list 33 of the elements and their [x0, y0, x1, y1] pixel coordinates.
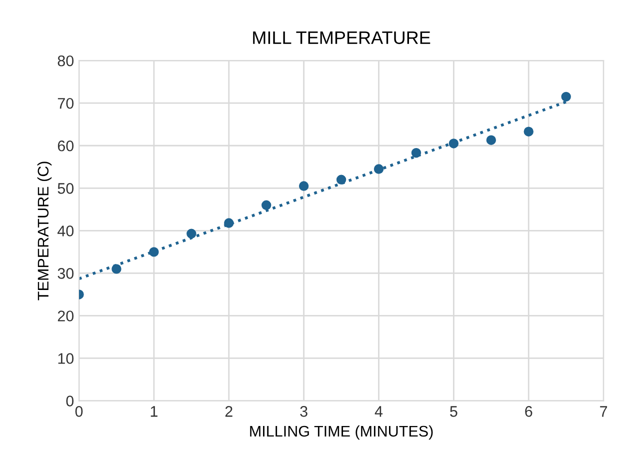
point: [486, 135, 496, 145]
point: [561, 92, 571, 102]
x-tick-label: 1: [150, 406, 158, 417]
y-tick-label: 20: [58, 310, 74, 322]
x-tick-label: 3: [300, 406, 308, 417]
x-tick-label: 6: [525, 406, 532, 417]
point: [298, 181, 309, 191]
point: [224, 218, 234, 228]
y-tick-label: 10: [58, 353, 74, 364]
y-tick-label: 60: [58, 140, 74, 152]
y-tick-label: 50: [58, 183, 74, 194]
point: [374, 164, 384, 174]
x-tick-label: 5: [450, 406, 458, 417]
point: [411, 148, 422, 158]
x-axis-title: MILLING TIME (MINUTES): [250, 425, 433, 440]
y-tick-label: 40: [58, 226, 74, 236]
point: [524, 126, 534, 136]
point: [186, 228, 196, 239]
y-tick-label: 80: [58, 55, 74, 66]
y-axis-title: TEMPERATURE (C): [37, 162, 52, 300]
point: [261, 200, 272, 210]
point: [112, 264, 122, 274]
y-tick-label: 0: [66, 396, 74, 406]
x-tick-label: 7: [600, 406, 608, 417]
point: [336, 174, 346, 185]
x-tick-label: 0: [75, 406, 83, 417]
y-tick-label: 30: [58, 268, 74, 279]
point: [149, 247, 159, 257]
chart-title: MILL TEMPERATURE: [253, 31, 430, 44]
point: [448, 138, 459, 148]
x-tick-label: 4: [374, 406, 383, 417]
x-tick-label: 2: [225, 406, 232, 417]
y-tick-label: 70: [58, 98, 74, 109]
